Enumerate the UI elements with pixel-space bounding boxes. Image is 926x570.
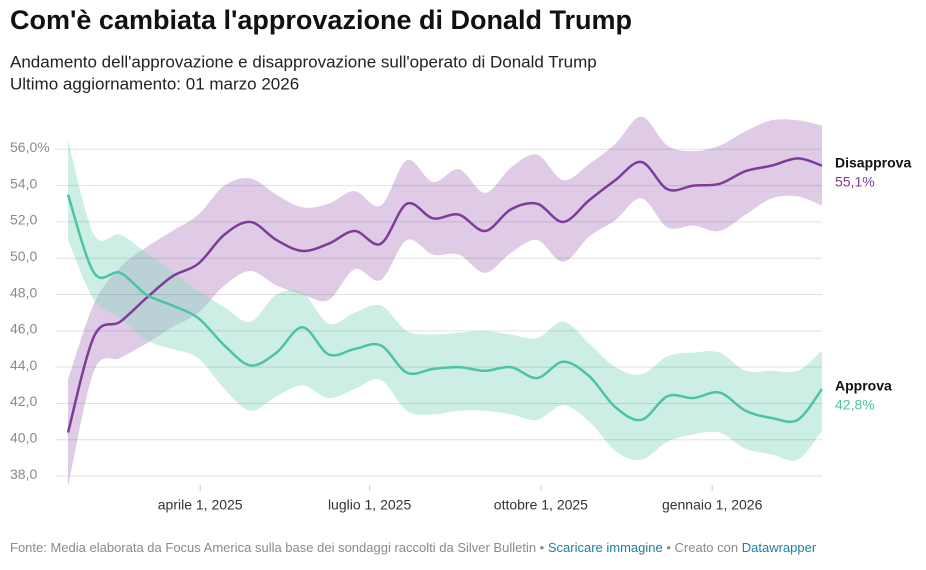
value-label: 55,1% — [835, 173, 875, 189]
chart-subtitle: Andamento dell'approvazione e disapprova… — [10, 52, 597, 71]
y-tick-label: 46,0 — [10, 321, 37, 337]
footer: Fonte: Media elaborata da Focus America … — [10, 540, 816, 555]
bands — [68, 116, 822, 487]
chart: Com'è cambiata l'approvazione di Donald … — [10, 5, 911, 513]
chart-subtitle: Ultimo aggiornamento: 01 marzo 2026 — [10, 74, 299, 93]
confidence-band — [68, 140, 822, 461]
y-tick-label: 56,0% — [10, 139, 50, 155]
y-tick-label: 54,0 — [10, 175, 37, 191]
y-tick-label: 52,0 — [10, 212, 37, 228]
y-tick-label: 48,0 — [10, 284, 37, 300]
x-tick-label: ottobre 1, 2025 — [494, 497, 588, 513]
legend-label: Approva — [835, 378, 892, 394]
series-line — [66, 157, 823, 433]
lines — [66, 157, 824, 433]
confidence-band — [68, 116, 822, 487]
x-tick-label: aprile 1, 2025 — [158, 497, 243, 513]
created-with: • Creato con — [666, 540, 739, 555]
y-tick-label: 42,0 — [10, 393, 37, 409]
y-tick-label: 38,0 — [10, 466, 37, 482]
chart-title: Com'è cambiata l'approvazione di Donald … — [10, 5, 632, 35]
source: Fonte: Media elaborata da Focus America … — [10, 540, 545, 555]
y-tick-label: 50,0 — [10, 248, 37, 264]
y-tick-label: 44,0 — [10, 357, 37, 373]
x-tick-label: gennaio 1, 2026 — [662, 497, 763, 513]
labels: Disapprova 55,1% Approva 42,8% — [835, 154, 911, 412]
series-line — [66, 194, 824, 424]
download-link[interactable]: Scaricare immagine — [547, 540, 663, 555]
legend-label: Disapprova — [835, 154, 911, 170]
tool-link[interactable]: Datawrapper — [741, 540, 817, 555]
x-tick-label: luglio 1, 2025 — [328, 497, 412, 513]
value-label: 42,8% — [835, 397, 875, 413]
y-tick-label: 40,0 — [10, 429, 37, 445]
